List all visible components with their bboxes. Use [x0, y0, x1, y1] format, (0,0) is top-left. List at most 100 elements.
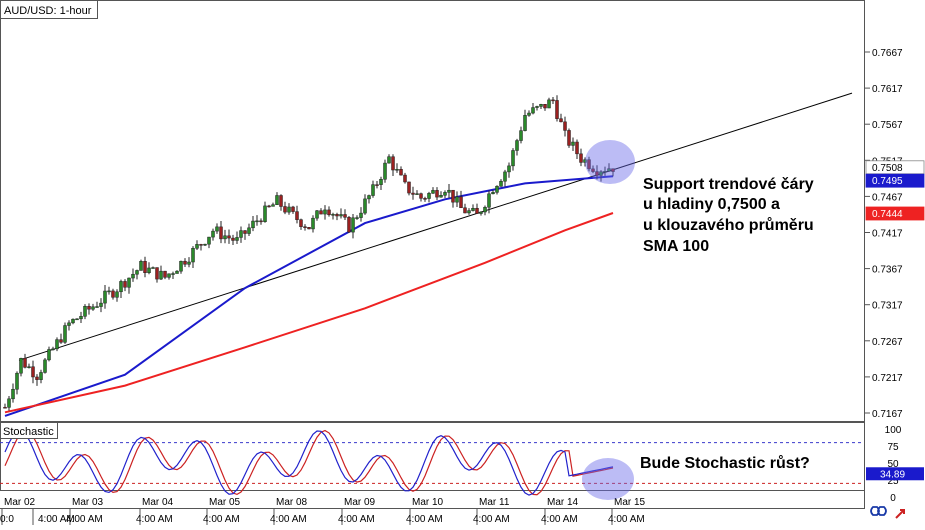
x-date-label: Mar 02	[4, 497, 36, 508]
candle-body	[427, 193, 431, 199]
candle-body	[327, 209, 331, 216]
candle-body	[491, 192, 495, 195]
stochastic-k-line	[4, 429, 614, 496]
candle-body	[371, 184, 375, 196]
candle-body	[595, 171, 599, 176]
candle-body	[443, 192, 447, 196]
candle-body	[351, 217, 355, 233]
candle-body	[247, 227, 251, 234]
candle-body	[479, 211, 483, 214]
arrow-icon[interactable]	[895, 509, 905, 519]
x-time-label: 4:00 AM	[541, 514, 578, 525]
candle-body	[519, 130, 523, 141]
candle-body	[115, 291, 119, 298]
candle-body	[563, 121, 567, 131]
candle-body	[411, 192, 415, 195]
candle-body	[307, 227, 311, 230]
red-ma-line	[4, 212, 614, 414]
candle-body	[35, 376, 39, 380]
candle-body	[551, 99, 555, 102]
candle-body	[403, 174, 407, 183]
candle-body	[343, 214, 347, 218]
candle-body	[11, 388, 15, 400]
candle-body	[591, 168, 595, 172]
candle-body	[395, 169, 399, 171]
candle-body	[147, 267, 151, 273]
candle-body	[279, 195, 283, 207]
candle-body	[87, 305, 91, 310]
candle-body	[455, 196, 459, 203]
x-date-label: Mar 15	[614, 497, 646, 508]
chart-title: AUD/USD: 1-hour	[4, 5, 92, 17]
candle-body	[555, 100, 559, 119]
price-badge-label: 0.7508	[872, 163, 903, 174]
candle-body	[399, 169, 403, 176]
candle-body	[7, 398, 11, 408]
candle-body	[215, 226, 219, 232]
candle-body	[275, 195, 279, 205]
candle-body	[323, 209, 327, 215]
stochastic-d-line	[4, 429, 614, 496]
candle-body	[3, 406, 7, 409]
candle-body	[467, 210, 471, 214]
x-time-label: 4:00 AM	[338, 514, 375, 525]
price-tick-label: 0.7617	[872, 84, 903, 95]
support-annotation: Support trendové čáry u hladiny 0,7500 a…	[643, 176, 818, 255]
candle-body	[187, 261, 191, 265]
candle-body	[75, 318, 79, 321]
support-annotation-line: u hladiny 0,7500 a	[643, 196, 780, 213]
candle-body	[47, 349, 51, 361]
stochastic-title: Stochastic	[3, 426, 54, 438]
x-time-label: 4:00 AM	[136, 514, 173, 525]
candle-body	[575, 141, 579, 155]
candle-body	[475, 208, 479, 214]
candle-body	[127, 277, 131, 288]
candle-body	[131, 273, 135, 279]
candle-body	[463, 207, 467, 214]
candle-body	[123, 281, 127, 288]
stochastic-annotation: Bude Stochastic růst?	[640, 455, 810, 472]
x-date-label: Mar 03	[72, 497, 104, 508]
candle-body	[231, 237, 235, 241]
candle-body	[251, 220, 255, 229]
candle-body	[391, 156, 395, 171]
stochastic-tick-label: 100	[885, 425, 902, 436]
candle-body	[447, 189, 451, 193]
candle-body	[363, 198, 367, 214]
stochastic-badge-label: 34.89	[880, 469, 905, 480]
candle-body	[163, 270, 167, 278]
candle-body	[55, 339, 59, 350]
candle-body	[611, 168, 615, 172]
trendline	[18, 92, 853, 361]
candle-body	[259, 220, 263, 223]
candle-body	[295, 211, 299, 220]
price-tick-label: 0.7667	[872, 48, 903, 59]
price-tick-label: 0.7217	[872, 373, 903, 384]
candle-body	[159, 270, 163, 280]
candle-body	[459, 196, 463, 209]
candle-body	[183, 260, 187, 265]
x-time-label: 4:00 AM	[608, 514, 645, 525]
candle-body	[531, 107, 535, 114]
candle-body	[79, 316, 83, 320]
candle-body	[511, 150, 515, 167]
price-panel	[0, 0, 865, 422]
candle-body	[243, 230, 247, 234]
candle-body	[435, 190, 439, 198]
candle-body	[271, 204, 275, 207]
candle-body	[291, 206, 295, 212]
candle-body	[499, 180, 503, 187]
candle-body	[603, 171, 607, 173]
candle-body	[335, 214, 339, 217]
candle-body	[99, 302, 103, 307]
stochastic-highlight-circle	[582, 458, 634, 500]
x-time-label: 4:00 AM	[203, 514, 240, 525]
x-time-label: 0:0	[0, 514, 14, 525]
candle-body	[331, 214, 335, 216]
candle-body	[503, 171, 507, 182]
x-date-label: Mar 11	[479, 497, 510, 508]
candle-body	[415, 193, 419, 195]
candle-body	[71, 318, 75, 324]
candle-body	[547, 99, 551, 109]
